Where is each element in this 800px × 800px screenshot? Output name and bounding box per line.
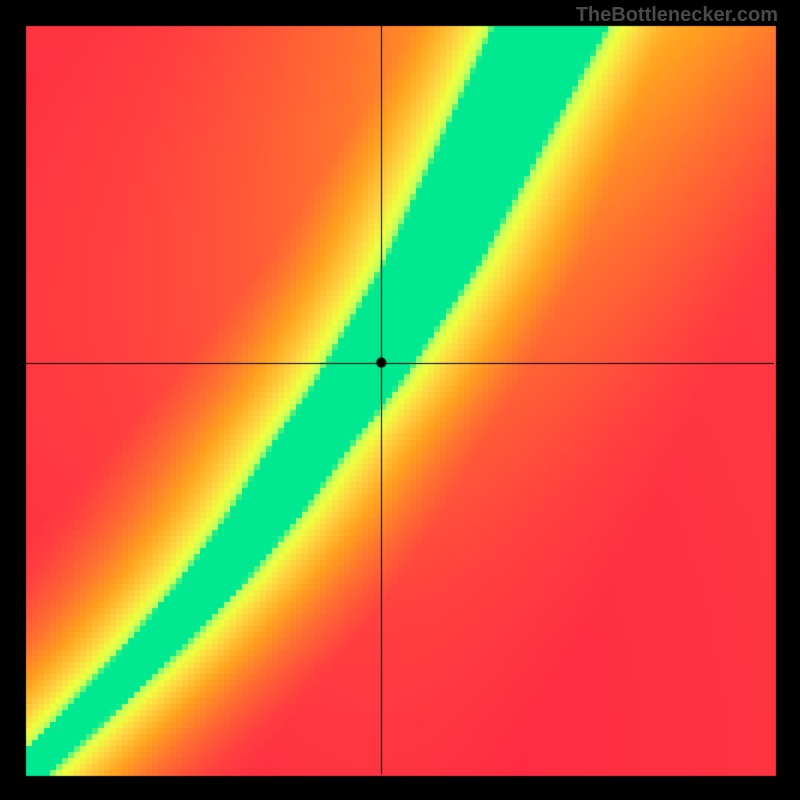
bottleneck-heatmap — [0, 0, 800, 800]
watermark-text: TheBottlenecker.com — [576, 4, 778, 27]
chart-container: TheBottlenecker.com — [0, 0, 800, 800]
